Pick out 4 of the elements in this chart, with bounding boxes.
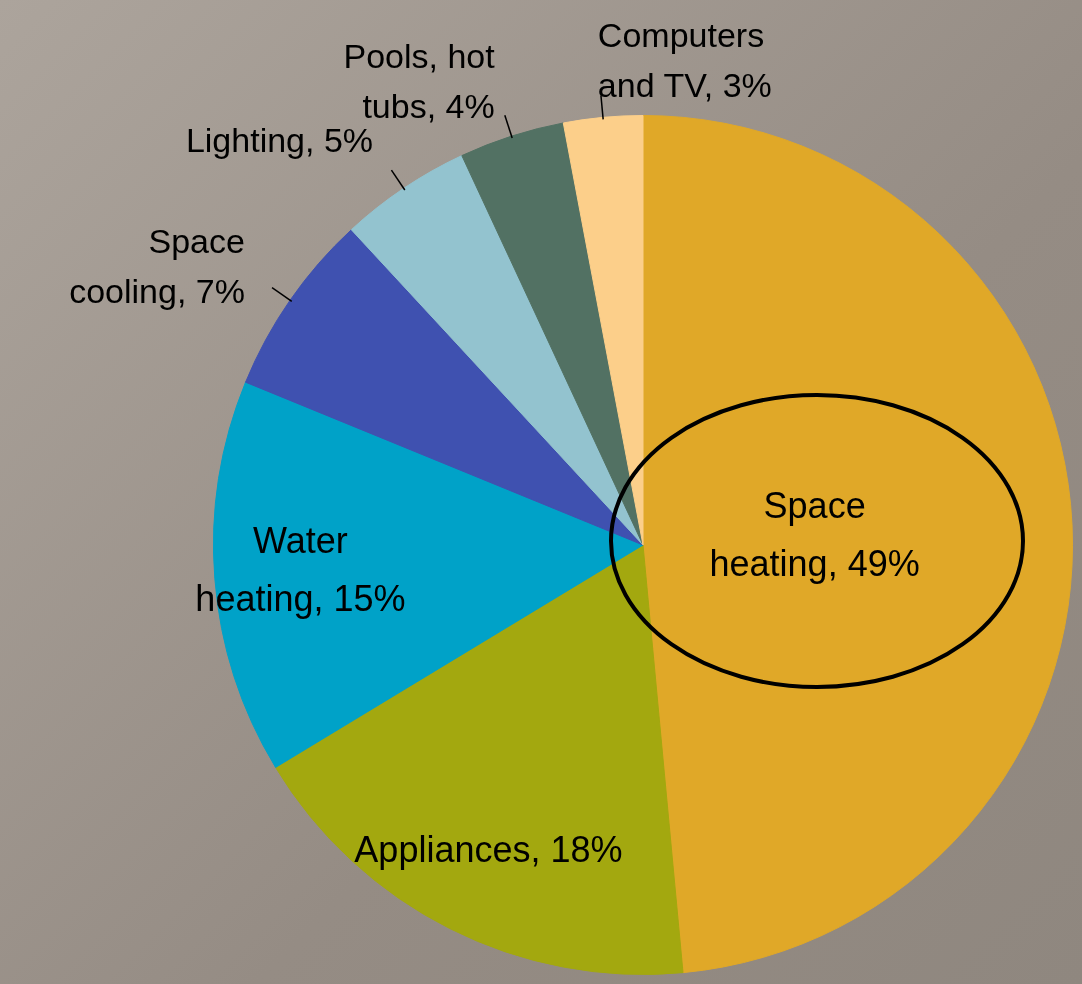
slice-label: Appliances, 18%: [354, 828, 623, 870]
slice-label: Space cooling, 7%: [69, 222, 245, 311]
slice-label: Space heating, 49%: [709, 484, 920, 584]
slice-label: Computers and TV, 3%: [597, 15, 772, 104]
